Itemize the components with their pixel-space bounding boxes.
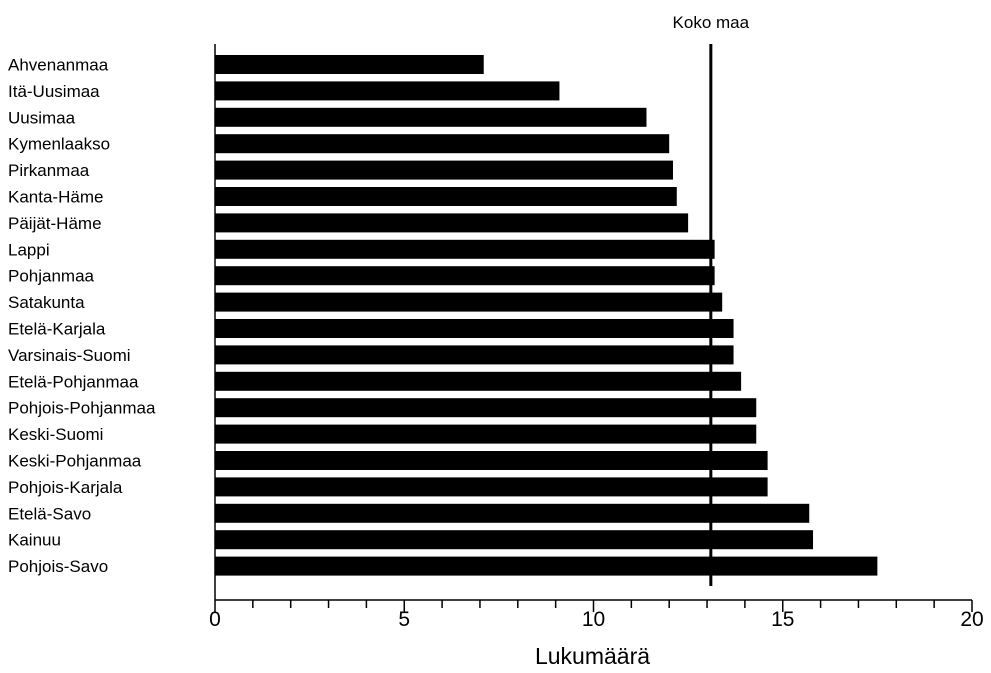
reference-line-label: Koko maa (673, 13, 750, 32)
x-axis-title: Lukumäärä (535, 643, 650, 669)
category-label: Pohjois-Pohjanmaa (8, 399, 156, 418)
x-tick-label: 10 (582, 608, 605, 631)
x-tick-labels: 0 5 10 15 20 (209, 608, 984, 631)
x-tick-label: 15 (771, 608, 794, 631)
bars-group (215, 55, 878, 576)
x-ticks (214, 600, 973, 612)
category-label: Ahvenanmaa (8, 56, 109, 75)
category-label: Lappi (8, 240, 50, 259)
bar-ahvenanmaa (215, 55, 484, 74)
category-label: Etelä-Savo (8, 504, 91, 523)
bar-varsinais-suomi (215, 345, 734, 365)
bar-päijät-häme (215, 213, 689, 233)
category-labels: Ahvenanmaa Itä-Uusimaa Uusimaa Kymenlaakso P… (8, 56, 156, 577)
bar-pohjanmaa (215, 266, 715, 286)
bar-pohjois-pohjanmaa (215, 398, 757, 418)
category-label: Pirkanmaa (8, 161, 90, 180)
category-label: Kainuu (8, 531, 61, 550)
bar-keski-pohjanmaa (215, 451, 768, 470)
bar-pohjois-savo (215, 556, 878, 576)
bar-satakunta (215, 292, 723, 312)
bar-kanta-häme (215, 187, 677, 206)
category-label: Kanta-Häme (8, 188, 103, 207)
category-label: Etelä-Karjala (8, 320, 106, 339)
category-label: Satakunta (8, 293, 85, 312)
bar-lappi (215, 239, 715, 259)
category-label: Keski-Suomi (8, 425, 103, 444)
category-label: Varsinais-Suomi (8, 346, 131, 365)
bar-itä-uusimaa (215, 81, 560, 101)
bar-kymenlaakso (215, 134, 670, 154)
bar-pirkanmaa (215, 160, 673, 180)
bar-pohjois-karjala (215, 477, 768, 497)
x-tick-label: 0 (209, 608, 221, 631)
x-tick-label: 5 (398, 608, 410, 631)
bar-etelä-savo (215, 503, 810, 523)
category-label: Etelä-Pohjanmaa (8, 372, 139, 391)
category-label: Kymenlaakso (8, 135, 110, 154)
category-label: Pohjanmaa (8, 267, 95, 286)
category-label: Päijät-Häme (8, 214, 102, 233)
category-label: Itä-Uusimaa (8, 82, 100, 101)
bar-keski-suomi (215, 424, 757, 444)
bar-kainuu (215, 530, 814, 550)
category-label: Pohjois-Karjala (8, 478, 123, 497)
bar-uusimaa (215, 107, 647, 127)
category-label: Keski-Pohjanmaa (8, 452, 142, 471)
bar-etelä-karjala (215, 319, 734, 338)
category-label: Pohjois-Savo (8, 557, 108, 576)
category-label: Uusimaa (8, 108, 76, 127)
x-tick-label: 20 (960, 608, 983, 631)
bar-etelä-pohjanmaa (215, 371, 742, 391)
